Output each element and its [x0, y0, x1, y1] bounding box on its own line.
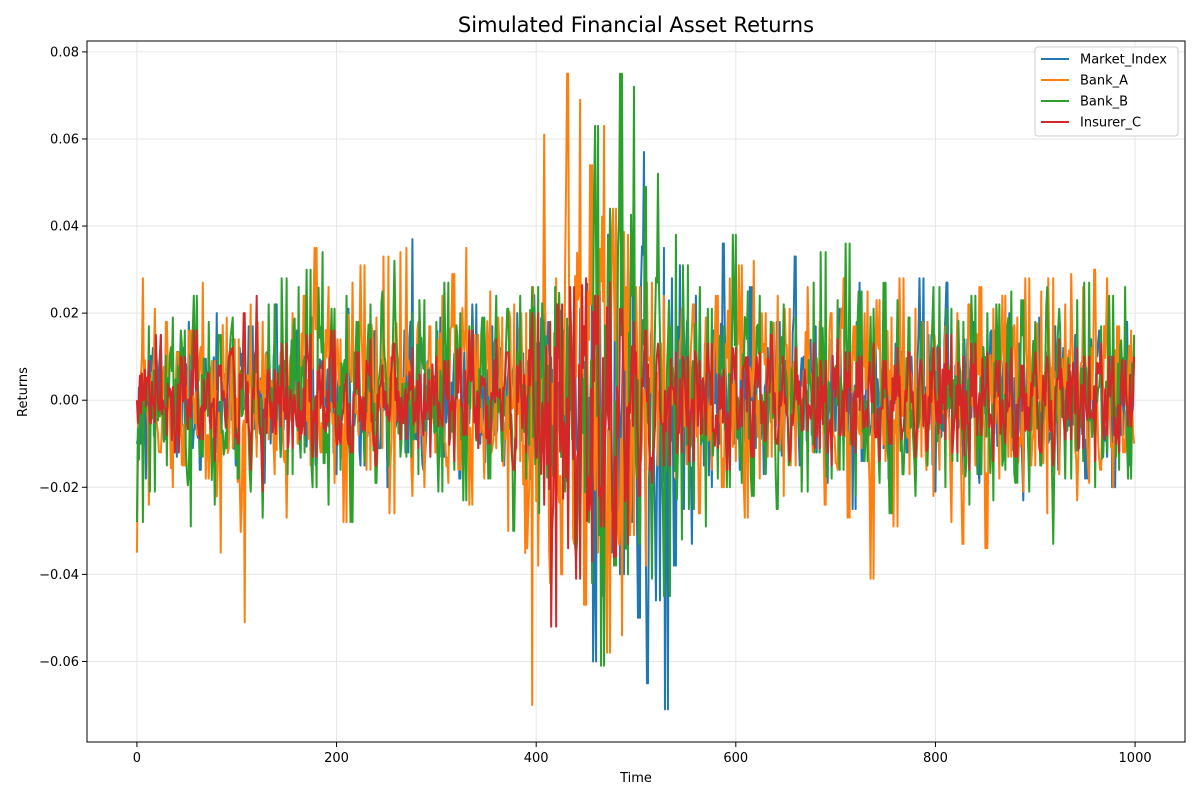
- plot-frame: [86, 40, 1186, 743]
- x-axis-ticks: 0 200 400 600 800 1000: [133, 742, 1152, 766]
- legend-label: Bank_B: [1080, 95, 1128, 110]
- y-tick-label: 0.00: [50, 394, 79, 409]
- y-tick-label: 0.06: [50, 132, 79, 147]
- y-tick-label: 0.04: [50, 220, 79, 235]
- y-tick-label: −0.02: [39, 481, 79, 496]
- x-tick-label: 600: [723, 751, 748, 766]
- y-axis-label: Returns: [16, 367, 31, 417]
- y-tick-label: 0.02: [50, 307, 79, 322]
- chart-title: Simulated Financial Asset Returns: [458, 13, 814, 37]
- legend-box: [1034, 46, 1179, 137]
- x-tick-label: 1000: [1119, 751, 1152, 766]
- x-tick-label: 200: [324, 751, 349, 766]
- x-axis-label: Time: [619, 771, 652, 786]
- legend-label: Market_Index: [1080, 53, 1167, 68]
- y-tick-label: 0.08: [50, 45, 79, 60]
- series-line-insurer-c: [135, 277, 1136, 628]
- legend-items: Market_Index Bank_A Bank_B Insurer_C: [1041, 53, 1167, 131]
- x-tick-label: 800: [923, 751, 948, 766]
- y-axis-ticks: −0.06 −0.04 −0.02 0.00 0.02 0.04 0.06 0.08: [39, 45, 87, 670]
- legend-label: Bank_A: [1080, 74, 1128, 89]
- series-layer: [135, 72, 1136, 711]
- y-tick-label: −0.06: [39, 655, 79, 670]
- y-tick-label: −0.04: [39, 568, 79, 583]
- x-tick-label: 0: [133, 751, 141, 766]
- legend: Market_Index Bank_A Bank_B Insurer_C: [1034, 46, 1179, 137]
- series-line-bank-b: [135, 72, 1136, 667]
- legend-label: Insurer_C: [1080, 116, 1141, 131]
- x-tick-label: 400: [524, 751, 549, 766]
